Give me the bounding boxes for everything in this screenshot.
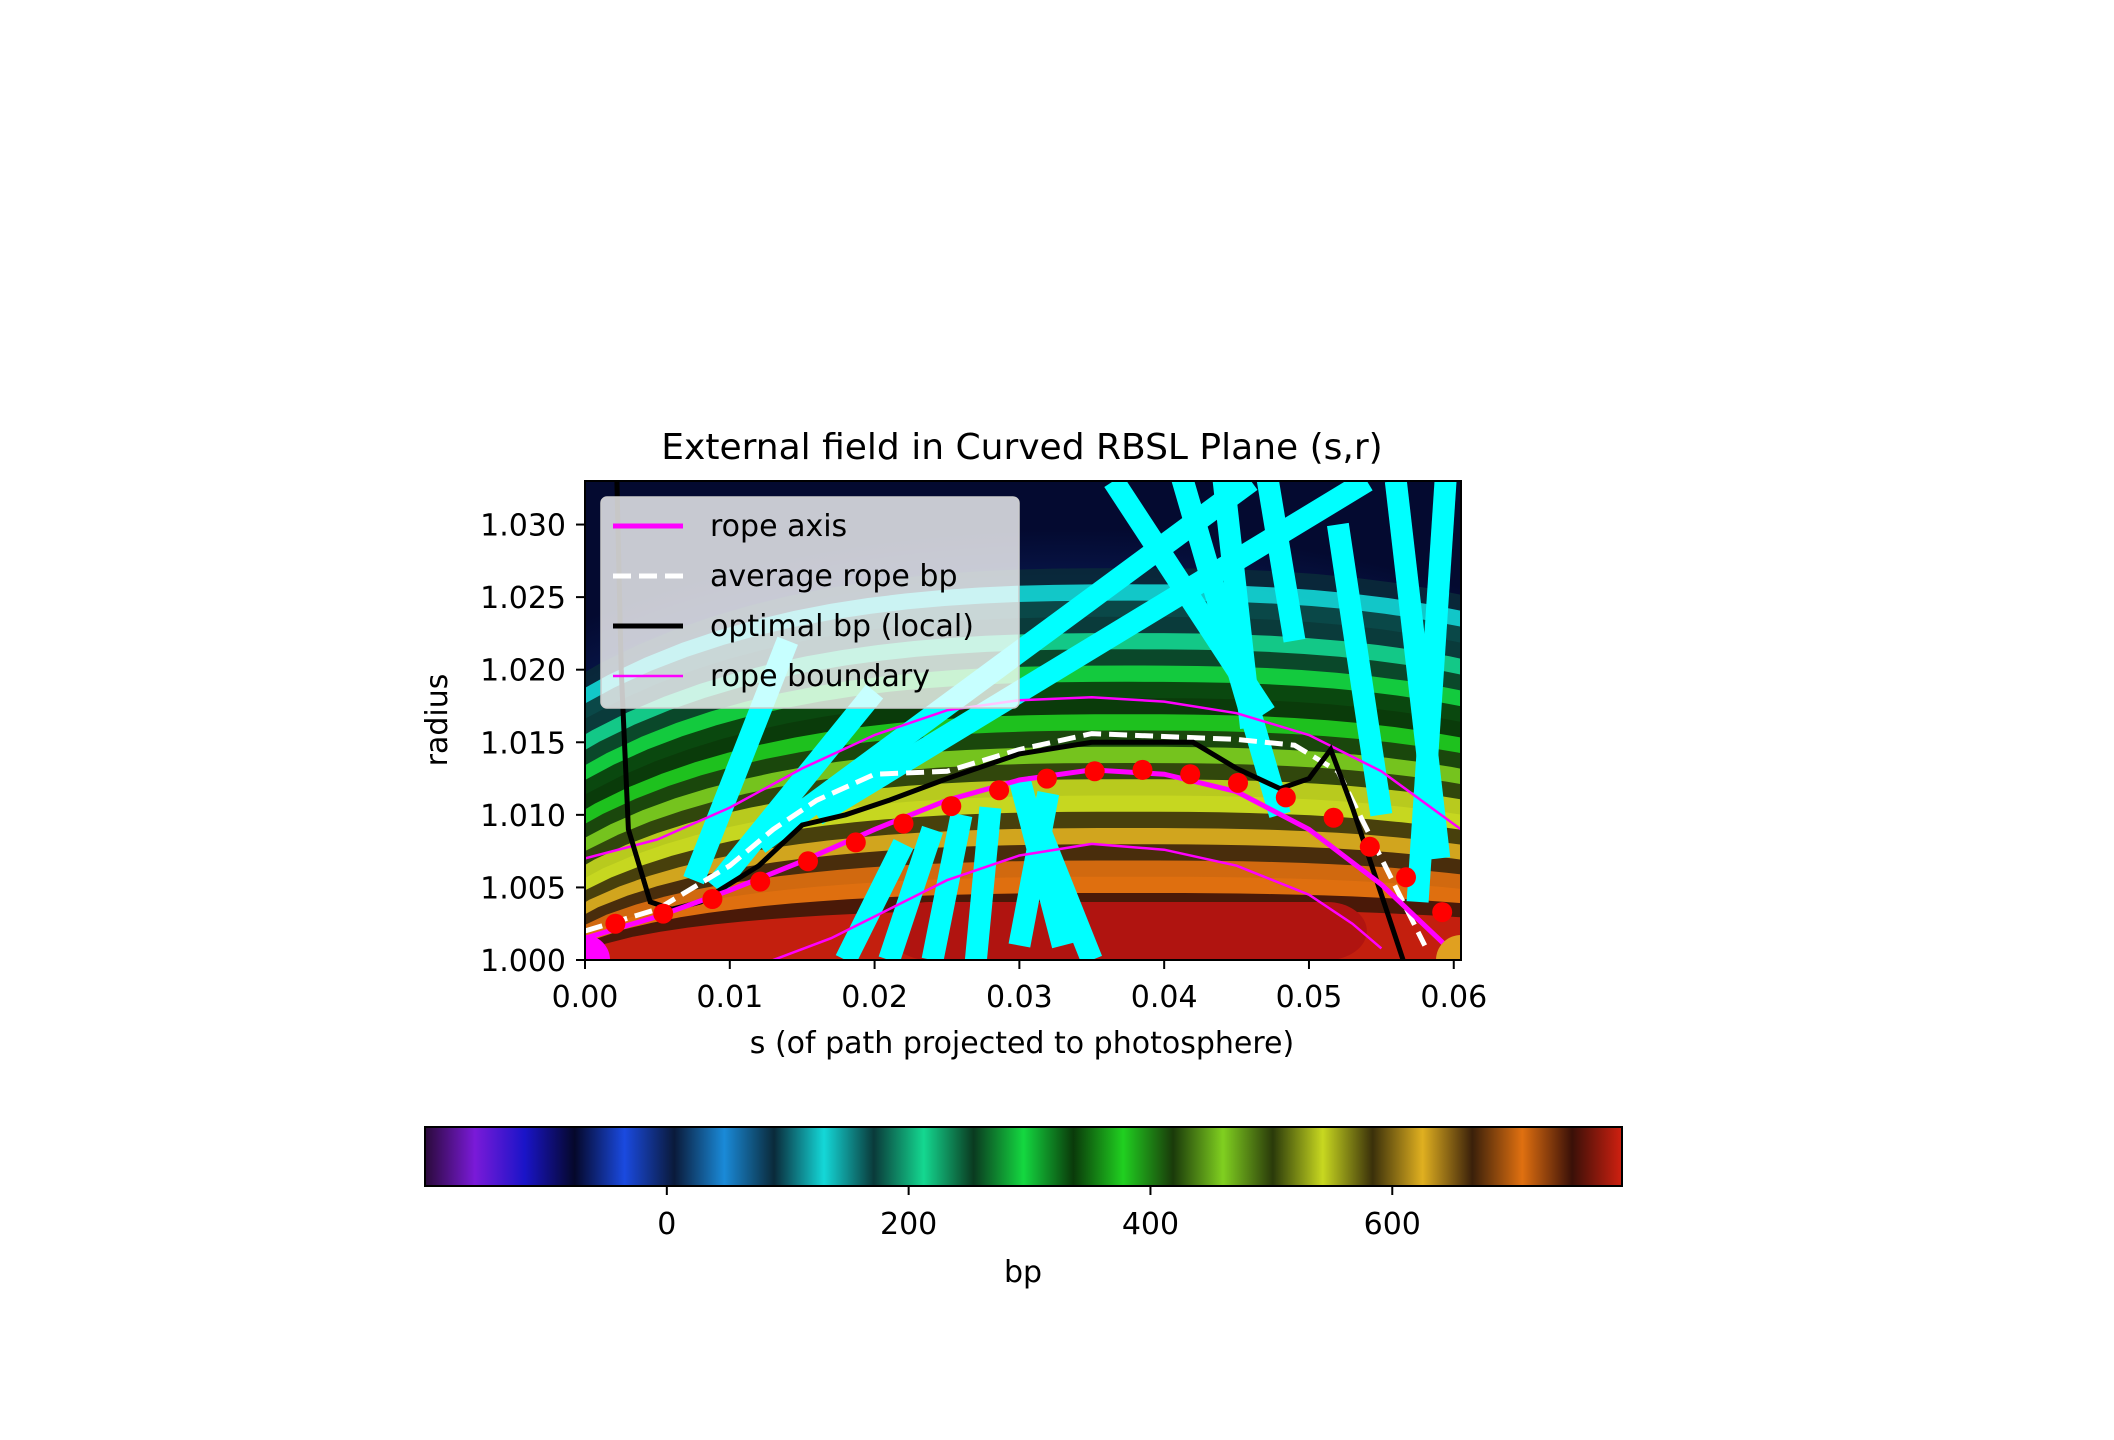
rope-boundary-lower-line [772,842,1383,960]
field-line [1104,481,1275,720]
rope-axis-point [1036,768,1057,789]
colorbar-label: bp [1004,1255,1042,1290]
field-line [1406,481,1457,903]
rope-axis-point [1228,772,1248,793]
rope-axis-point [605,913,626,934]
rope-axis-point [1396,867,1416,888]
rope-axis-point [1084,761,1105,782]
x-tick-label: 0.00 [552,980,619,1015]
rope-axis-point [1275,787,1296,808]
chart-title: External field in Curved RBSL Plane (s,r… [661,427,1382,468]
y-tick-label: 1.020 [480,654,566,689]
rope-axis-point [653,903,674,924]
field-core [889,901,1367,960]
colorbar-ticks: 0 200 400 600 [657,1186,1421,1242]
right-footpoint-marker [1436,935,1461,960]
rope-axis-line [585,767,1461,960]
x-tick-label: 0.02 [841,980,908,1015]
rope-axis-point [1323,807,1344,828]
y-tick-label: 1.010 [480,799,566,834]
colorbar-tick-label: 0 [657,1207,676,1242]
plot-frame [584,480,1462,961]
legend-label: rope boundary [710,659,930,694]
field-line [706,684,884,895]
rope-axis-point [798,851,818,872]
x-tick-label: 0.06 [1420,980,1487,1015]
rope-axis-point [1132,759,1153,780]
legend-box [600,496,1020,709]
legend-label: rope axis [710,509,847,544]
legend: rope axis average rope bp optimal bp (loca… [600,496,1020,709]
y-tick-label: 1.000 [480,944,566,979]
x-tick-label: 0.04 [1131,980,1198,1015]
y-axis-label: radius [420,674,455,767]
colorbar-tick-label: 600 [1364,1207,1421,1242]
x-axis-ticks: 0.00 0.01 0.02 0.03 0.04 0.05 0.06 [552,960,1487,1015]
x-tick-label: 0.01 [696,980,763,1015]
legend-label: average rope bp [710,559,958,594]
field-line [1256,481,1306,643]
y-tick-label: 1.015 [480,726,566,761]
field-line [921,812,973,960]
rope-axis-point [702,889,723,909]
y-tick-label: 1.005 [480,871,566,906]
rope-axis-point [1432,902,1453,923]
y-tick-label: 1.025 [480,581,566,616]
legend-label: optimal bp (local) [710,609,974,644]
field-line [964,806,1002,960]
left-footpoint-marker [585,935,610,960]
rope-axis-point [941,796,962,817]
rope-axis-point [893,813,914,834]
rope-axis-point [989,780,1010,801]
rope-axis-point [750,871,771,892]
field-line [835,838,914,960]
colorbar-tick-label: 400 [1122,1207,1179,1242]
colorbar-tick-label: 200 [880,1207,937,1242]
x-tick-label: 0.03 [986,980,1053,1015]
x-tick-label: 0.05 [1276,980,1343,1015]
rope-axis-point [845,832,866,853]
field-line [1023,810,1103,960]
x-axis-label: s (of path projected to photosphere) [750,1026,1294,1061]
field-line [878,825,943,960]
y-axis-ticks: 1.000 1.005 1.010 1.015 1.020 1.025 1.030 [480,509,585,979]
rope-axis-point [1180,764,1201,785]
colorbar [424,1126,1623,1187]
y-tick-label: 1.030 [480,509,566,544]
rope-axis-point [1359,836,1380,857]
average-rope-bp-line [585,731,1428,947]
